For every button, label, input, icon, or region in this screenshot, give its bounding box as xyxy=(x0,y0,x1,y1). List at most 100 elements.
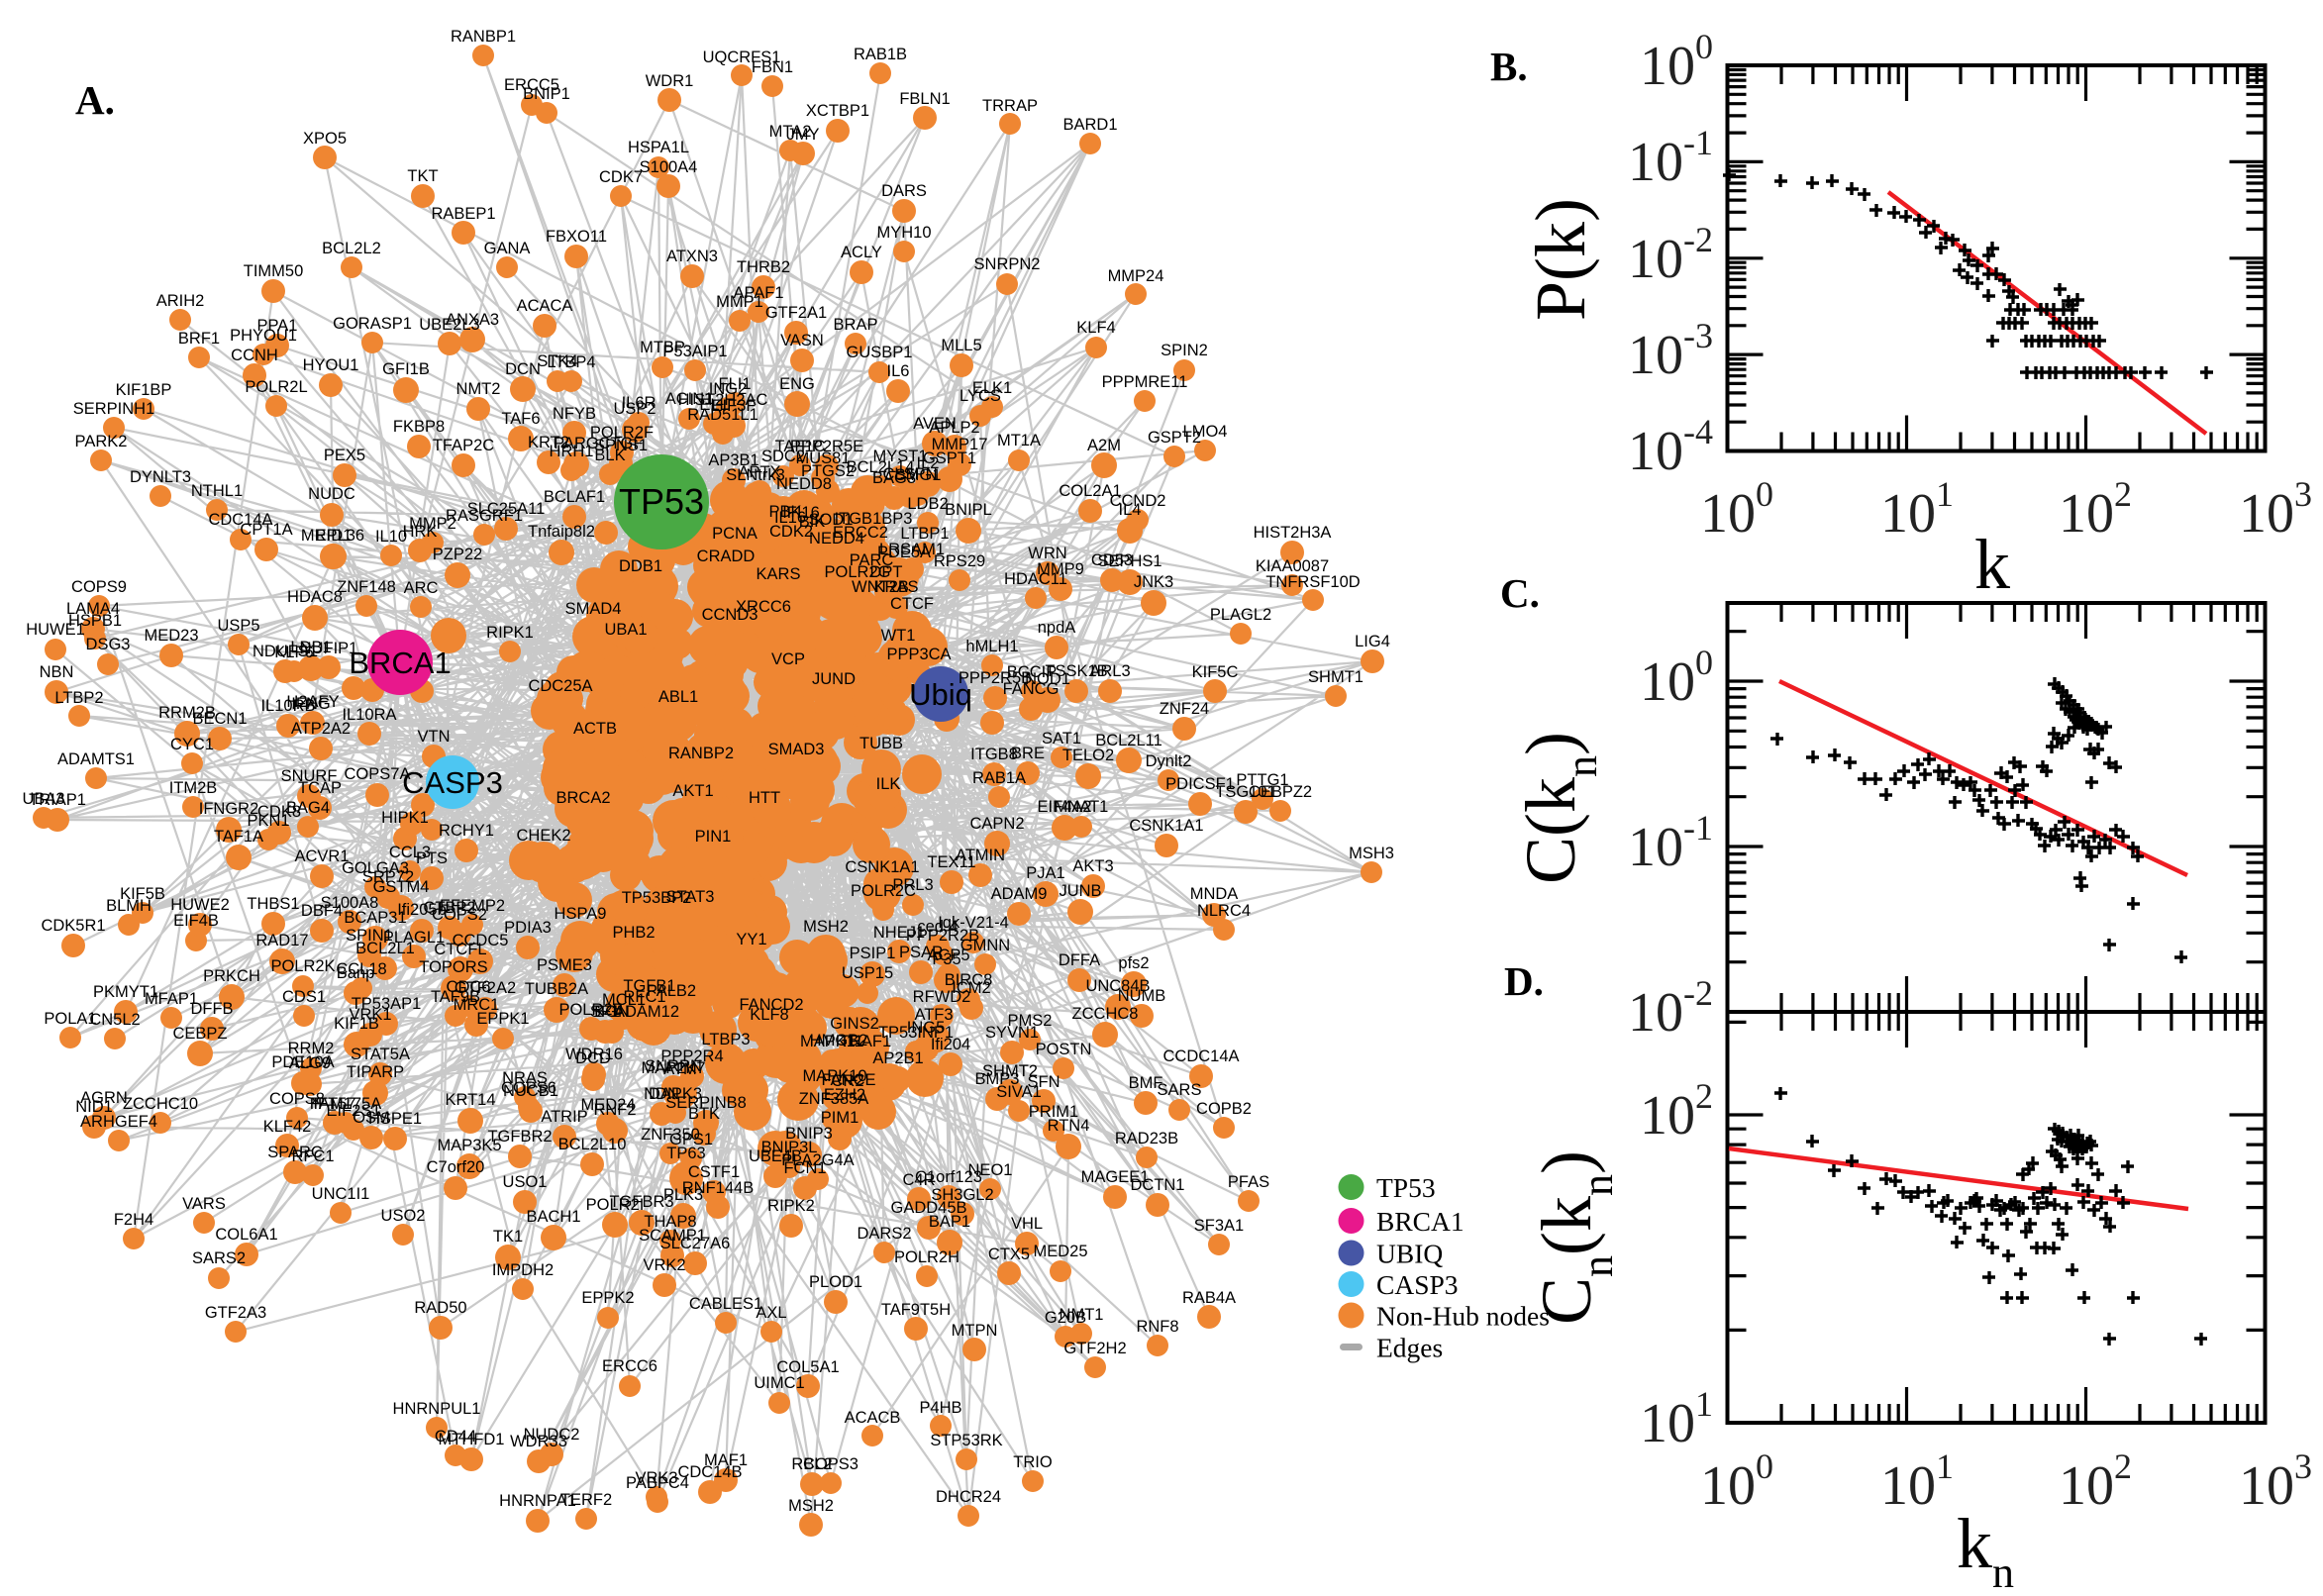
svg-text:HRK: HRK xyxy=(403,523,438,541)
svg-text:P53AIP1: P53AIP1 xyxy=(662,343,727,360)
svg-text:FKBP8: FKBP8 xyxy=(393,418,445,436)
svg-text:GTF2H2: GTF2H2 xyxy=(1063,1340,1126,1357)
svg-text:DCD: DCD xyxy=(575,1049,611,1067)
svg-text:TP53BP2: TP53BP2 xyxy=(622,889,692,907)
svg-text:TP53: TP53 xyxy=(1376,1172,1436,1203)
svg-text:GUSBP1: GUSBP1 xyxy=(847,344,913,361)
svg-text:CCNH: CCNH xyxy=(231,347,278,364)
svg-text:CCDC5: CCDC5 xyxy=(453,932,509,949)
svg-text:BECN1: BECN1 xyxy=(192,710,247,728)
svg-text:PCNA: PCNA xyxy=(712,525,758,543)
svg-text:KIF5C: KIF5C xyxy=(1192,663,1239,681)
svg-text:POLR2I: POLR2I xyxy=(586,1196,645,1214)
svg-text:Edges: Edges xyxy=(1376,1333,1443,1363)
svg-text:ADAM9: ADAM9 xyxy=(991,885,1048,903)
svg-text:MCL1: MCL1 xyxy=(602,991,646,1009)
svg-text:PHYOU1: PHYOU1 xyxy=(230,327,297,345)
svg-text:BNIPL: BNIPL xyxy=(945,501,992,519)
svg-text:COL2A1: COL2A1 xyxy=(1059,482,1121,500)
svg-text:HUWE1: HUWE1 xyxy=(26,621,85,639)
svg-text:PPP3CA: PPP3CA xyxy=(886,646,951,663)
svg-text:EZH2: EZH2 xyxy=(824,1086,865,1104)
svg-text:XCTBP1: XCTBP1 xyxy=(806,102,869,120)
svg-text:BAG4: BAG4 xyxy=(286,799,330,817)
svg-text:HSPA1L: HSPA1L xyxy=(628,139,689,156)
svg-text:FBLN1: FBLN1 xyxy=(899,90,950,108)
svg-text:EFEMP2: EFEMP2 xyxy=(440,897,505,915)
svg-text:FBN1: FBN1 xyxy=(752,58,793,76)
svg-text:KLF42: KLF42 xyxy=(263,1118,312,1136)
svg-text:ERCC6: ERCC6 xyxy=(602,1357,657,1375)
svg-text:ACACB: ACACB xyxy=(845,1409,901,1427)
svg-text:BCCIP: BCCIP xyxy=(1007,663,1057,681)
svg-text:TUBB2A: TUBB2A xyxy=(525,980,588,998)
svg-text:MUS81: MUS81 xyxy=(795,449,850,467)
svg-text:HNRNPA1: HNRNPA1 xyxy=(499,1492,576,1510)
svg-text:HRH1: HRH1 xyxy=(550,443,594,460)
svg-text:DPT: DPT xyxy=(870,563,903,581)
svg-text:SF1: SF1 xyxy=(590,1003,620,1021)
svg-text:OSM: OSM xyxy=(353,1109,390,1127)
svg-text:VASN: VASN xyxy=(780,332,824,349)
svg-text:HSPA9: HSPA9 xyxy=(555,905,607,923)
svg-text:NEO1: NEO1 xyxy=(968,1161,1013,1179)
svg-text:PPPMRE11: PPPMRE11 xyxy=(1102,373,1188,391)
svg-text:APAF1: APAF1 xyxy=(733,284,783,302)
svg-text:LDB2: LDB2 xyxy=(907,495,948,513)
svg-text:ADAM12: ADAM12 xyxy=(614,1003,679,1021)
svg-text:RANBP2: RANBP2 xyxy=(668,745,734,762)
svg-text:C1orf123: C1orf123 xyxy=(915,1168,982,1186)
svg-text:BRCA1: BRCA1 xyxy=(1376,1206,1464,1237)
svg-text:TAF1A: TAF1A xyxy=(214,828,263,846)
svg-text:COPS6: COPS6 xyxy=(501,1079,556,1097)
svg-text:GMNN: GMNN xyxy=(960,937,1010,954)
svg-text:MED24: MED24 xyxy=(580,1096,635,1114)
svg-text:TCAP: TCAP xyxy=(298,779,342,797)
svg-text:KLF8: KLF8 xyxy=(750,1006,788,1024)
svg-text:TAF9T5H: TAF9T5H xyxy=(881,1301,951,1319)
svg-text:SPARC: SPARC xyxy=(267,1144,323,1161)
svg-text:SRP72: SRP72 xyxy=(362,868,414,886)
svg-text:P35: P35 xyxy=(932,950,960,968)
svg-text:SYVN1: SYVN1 xyxy=(985,1024,1039,1042)
svg-text:LDB1: LDB1 xyxy=(290,639,331,656)
svg-text:PRKCH: PRKCH xyxy=(203,967,260,985)
svg-text:CSNK1A1: CSNK1A1 xyxy=(845,858,919,876)
svg-text:MMP9: MMP9 xyxy=(1037,560,1084,578)
svg-text:VARS: VARS xyxy=(182,1195,226,1213)
svg-text:BMF: BMF xyxy=(1129,1074,1163,1092)
svg-text:POLA1: POLA1 xyxy=(44,1010,96,1028)
svg-text:FBXO11: FBXO11 xyxy=(546,228,607,246)
svg-text:DARS: DARS xyxy=(881,182,927,200)
svg-text:JUNB: JUNB xyxy=(1059,882,1101,900)
svg-text:TRRAP: TRRAP xyxy=(982,97,1038,115)
svg-text:Non-Hub nodes: Non-Hub nodes xyxy=(1376,1301,1550,1332)
svg-text:TSSK1B: TSSK1B xyxy=(1045,662,1107,680)
svg-text:UBA3: UBA3 xyxy=(22,790,64,808)
svg-text:EPPK2: EPPK2 xyxy=(581,1289,634,1307)
svg-text:PDE5A: PDE5A xyxy=(877,544,931,561)
svg-text:WRN: WRN xyxy=(1028,545,1066,562)
svg-text:KLF4: KLF4 xyxy=(1076,319,1115,337)
svg-text:PLAGL2: PLAGL2 xyxy=(1210,606,1271,624)
svg-text:Ubiq: Ubiq xyxy=(909,677,972,712)
svg-text:SEPHS1: SEPHS1 xyxy=(1097,552,1162,570)
svg-text:CAPN2: CAPN2 xyxy=(969,815,1024,833)
svg-text:PSIP1: PSIP1 xyxy=(850,945,896,962)
svg-text:APTX: APTX xyxy=(738,463,780,481)
svg-text:ATP2A2: ATP2A2 xyxy=(291,720,351,738)
svg-text:UBE2L3: UBE2L3 xyxy=(419,316,479,334)
svg-text:PLOD1: PLOD1 xyxy=(809,1273,862,1291)
svg-text:ENG: ENG xyxy=(779,375,815,393)
svg-text:FAM175A: FAM175A xyxy=(310,1095,381,1113)
svg-text:NHEJ1: NHEJ1 xyxy=(873,924,925,942)
svg-text:MNAT1: MNAT1 xyxy=(1055,798,1109,816)
svg-text:IL4: IL4 xyxy=(1119,501,1142,519)
svg-text:TAF9B: TAF9B xyxy=(431,988,480,1006)
svg-text:VRK2: VRK2 xyxy=(643,1256,685,1274)
svg-text:GTF2A2: GTF2A2 xyxy=(454,979,516,997)
svg-text:COL6A1: COL6A1 xyxy=(215,1226,277,1244)
svg-text:RAD50: RAD50 xyxy=(414,1299,466,1317)
svg-text:STAT5A: STAT5A xyxy=(351,1046,410,1063)
svg-text:VCP: VCP xyxy=(771,650,805,668)
